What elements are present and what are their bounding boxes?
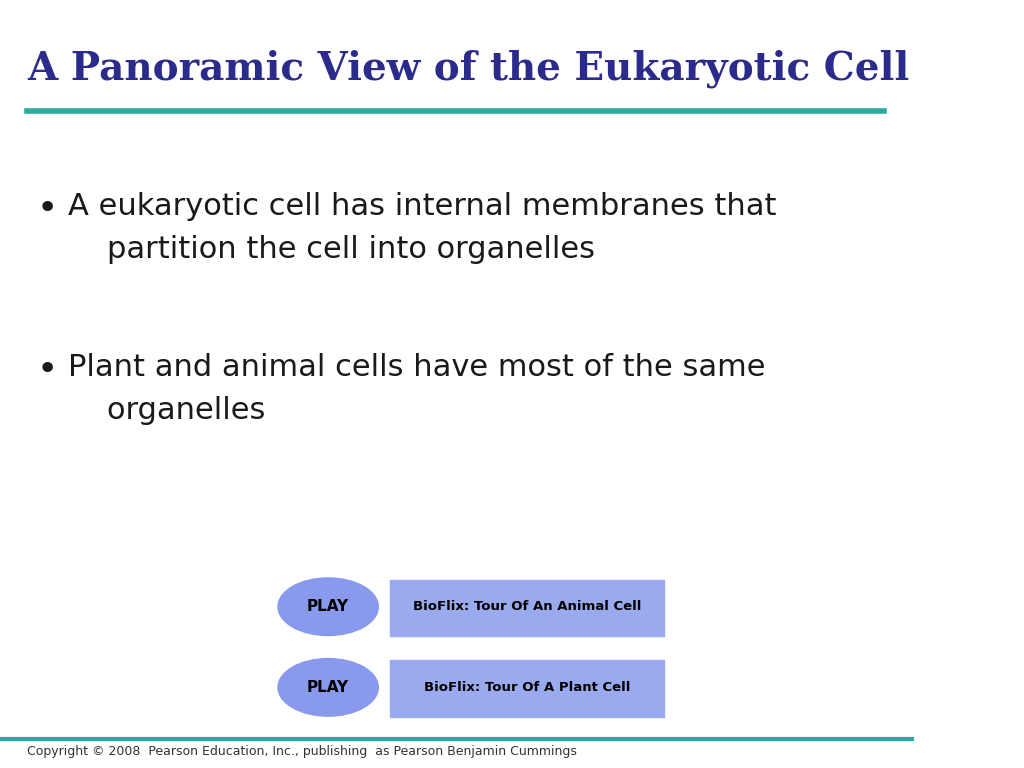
Text: PLAY: PLAY [307, 680, 349, 695]
FancyBboxPatch shape [390, 660, 664, 717]
Text: A Panoramic View of the Eukaryotic Cell: A Panoramic View of the Eukaryotic Cell [28, 50, 909, 88]
FancyBboxPatch shape [390, 580, 664, 636]
Text: BioFlix: Tour Of An Animal Cell: BioFlix: Tour Of An Animal Cell [413, 601, 641, 613]
Text: BioFlix: Tour Of A Plant Cell: BioFlix: Tour Of A Plant Cell [424, 681, 630, 694]
Text: Plant and animal cells have most of the same
    organelles: Plant and animal cells have most of the … [69, 353, 766, 425]
Text: •: • [37, 192, 57, 226]
Ellipse shape [279, 578, 378, 636]
Text: •: • [37, 353, 57, 387]
Text: Copyright © 2008  Pearson Education, Inc., publishing  as Pearson Benjamin Cummi: Copyright © 2008 Pearson Education, Inc.… [28, 745, 578, 758]
Ellipse shape [279, 659, 378, 716]
Text: PLAY: PLAY [307, 599, 349, 614]
Text: A eukaryotic cell has internal membranes that
    partition the cell into organe: A eukaryotic cell has internal membranes… [69, 192, 777, 263]
